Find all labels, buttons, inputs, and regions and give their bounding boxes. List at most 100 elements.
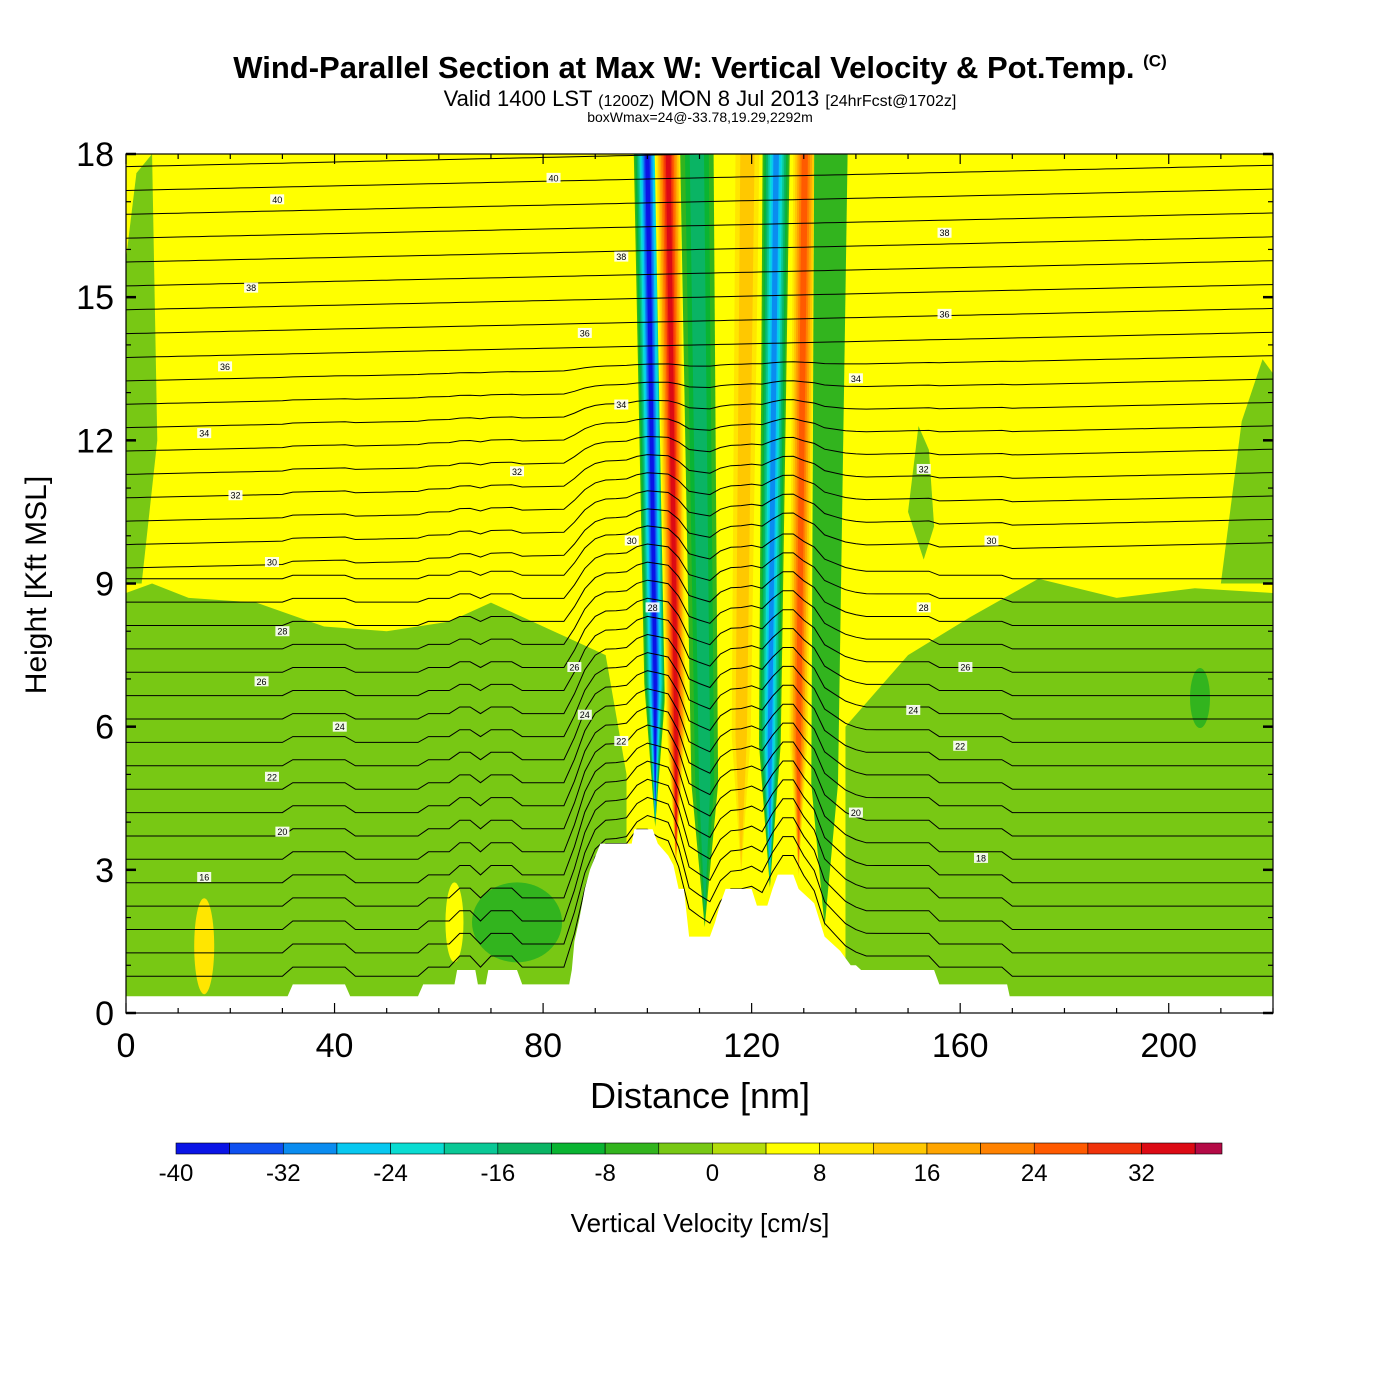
contour-label-bg [332, 721, 347, 732]
low-level-updraft-center [445, 882, 464, 963]
contour-label-bg [624, 535, 639, 546]
contour-label-text: 30 [627, 536, 637, 546]
chart-title-text: Wind-Parallel Section at Max W: Vertical… [233, 50, 1135, 85]
contour-label: 36 [937, 308, 952, 319]
box-info: boxWmax=24@-33.78,19.29,2292m [587, 109, 813, 125]
x-tick-label: 40 [316, 1027, 354, 1065]
colorbar: -40 -32 -24 -16 -8 0 8 16 24 32 [159, 1142, 1223, 1187]
contour-label-bg [264, 771, 279, 782]
contour-label: 30 [624, 535, 639, 546]
theta-contour-10 [126, 652, 1273, 743]
forecast-info: [24hrFcst@1702z] [825, 93, 957, 110]
y-tick-label: 18 [76, 136, 114, 174]
contour-label: 26 [254, 676, 269, 687]
contour-label-bg [264, 557, 279, 568]
plume-0-level-8 [645, 154, 657, 811]
contour-label-bg [906, 704, 921, 715]
contour-label-text: 32 [512, 467, 522, 477]
contour-label: 40 [546, 172, 561, 183]
contour-label-bg [848, 807, 863, 818]
colorbar-swatch [819, 1142, 874, 1155]
colorbar-tick-label: -24 [373, 1160, 408, 1187]
contour-label-bg [937, 308, 952, 319]
theta-contour-33 [126, 188, 1273, 215]
theta-contour-5 [126, 742, 1273, 860]
theta-contour-3 [126, 778, 1273, 907]
contour-label: 34 [614, 399, 629, 410]
colorbar-tick-label: -16 [481, 1160, 516, 1187]
colorbar-tick-label: 32 [1128, 1160, 1155, 1187]
contour-label: 18 [974, 852, 989, 863]
theta-contour-20 [126, 472, 1273, 522]
contour-label-bg [254, 676, 269, 687]
theta-contour-19 [126, 490, 1273, 546]
colorbar-swatch [658, 1142, 713, 1155]
theta-contour-1 [126, 814, 1273, 954]
contour-label: 22 [264, 771, 279, 782]
y-tick-label: 3 [95, 852, 114, 890]
contour-label-text: 38 [616, 252, 626, 262]
y-tick-label: 15 [76, 279, 114, 317]
plot-area: 16 20 22 24 26 28 30 32 34 36 38 40 40 38 36 34 32 30 28 26… [126, 154, 1273, 1013]
theta-contour-6 [126, 724, 1273, 837]
colorbar-swatch [926, 1142, 981, 1155]
plume-4-level-6 [767, 154, 779, 873]
contour-label-bg [916, 602, 931, 613]
colorbar-swatch [1194, 1142, 1223, 1155]
contour-label-bg [916, 463, 931, 474]
x-tick-label: 0 [117, 1027, 136, 1065]
contour-label-text: 26 [960, 663, 970, 673]
contour-label: 20 [275, 826, 290, 837]
contour-label-text: 38 [940, 228, 950, 238]
contour-label: 36 [218, 361, 233, 372]
x-tick-label: 80 [524, 1027, 562, 1065]
contour-label: 24 [577, 709, 592, 720]
theta-contour-27 [126, 331, 1273, 358]
contour-label-bg [645, 602, 660, 613]
contour-label: 34 [848, 373, 863, 384]
contour-label: 36 [577, 327, 592, 338]
x-tick-label: 120 [723, 1027, 780, 1065]
lower-right-weak-sinking-region [845, 578, 1273, 1013]
contour-label-text: 38 [246, 283, 256, 293]
colorbar-swatch [497, 1142, 552, 1155]
y-tick-label: 12 [76, 422, 114, 460]
theta-contour-30 [126, 260, 1273, 287]
contour-label-text: 30 [986, 536, 996, 546]
contour-label-bg [974, 852, 989, 863]
contour-label-text: 34 [199, 429, 209, 439]
contour-label-bg [197, 428, 212, 439]
contour-labels: 16 20 22 24 26 28 30 32 34 36 38 40 40 38 36 34 32 30 28 26… [197, 172, 999, 882]
theta-contour-0 [126, 828, 1273, 977]
x-axis: 0 40 80 120 160 200 [117, 154, 1274, 1065]
colorbar-swatch [336, 1142, 391, 1155]
valid-zulu: (1200Z) [598, 93, 655, 110]
contour-label: 20 [848, 807, 863, 818]
colorbar-swatch [1087, 1142, 1142, 1155]
theta-contour-34 [126, 164, 1273, 191]
theta-contour-11 [126, 633, 1273, 720]
contour-label-bg [244, 282, 259, 293]
right-sinking-core [1190, 668, 1211, 729]
theta-contour-22 [126, 435, 1273, 475]
contour-label-text: 22 [616, 736, 626, 746]
contour-label-bg [848, 373, 863, 384]
contour-label-text: 24 [580, 710, 590, 720]
contour-label-bg [228, 490, 243, 501]
colorbar-tick-label: -8 [594, 1160, 615, 1187]
contour-label-bg [614, 251, 629, 262]
theta-contour-23 [126, 417, 1273, 452]
chart-title: Wind-Parallel Section at Max W: Vertical… [0, 50, 1400, 86]
contour-label-text: 34 [616, 400, 626, 410]
colorbar-swatch [443, 1142, 499, 1155]
colorbar-swatch [229, 1142, 284, 1155]
contour-label-text: 36 [580, 328, 590, 338]
contour-label-text: 26 [569, 663, 579, 673]
colorbar-swatch [551, 1142, 606, 1155]
plume-5-level-5 [796, 154, 808, 865]
theta-contour-12 [126, 615, 1273, 697]
colorbar-swatch [980, 1142, 1035, 1155]
theta-contour-26 [126, 355, 1273, 382]
contour-label-bg [937, 227, 952, 238]
